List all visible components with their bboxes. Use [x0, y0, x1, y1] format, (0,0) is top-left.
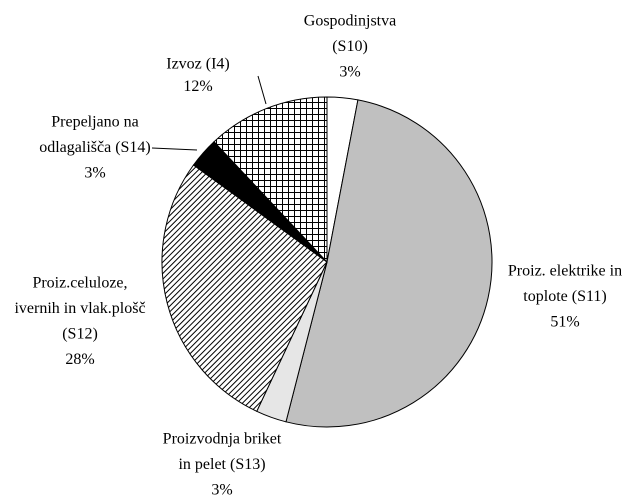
leader-line	[151, 147, 198, 151]
value-label: 51%	[550, 314, 579, 331]
slice-label: Proizvodnja briket	[163, 431, 282, 448]
slice-label: Gospodinjstva	[304, 13, 396, 30]
slice-label: in pelet (S13)	[178, 456, 265, 473]
pie-slice	[213, 96, 328, 264]
value-label: 3%	[211, 482, 232, 496]
slice-label: Proiz. elektrike in	[508, 263, 622, 280]
slice-label: Izvoz (I4)	[166, 56, 230, 73]
slice-label: (S10)	[332, 38, 368, 55]
value-label: 3%	[339, 64, 360, 81]
pie-slice	[285, 99, 493, 428]
value-label: 28%	[65, 351, 94, 368]
value-label: 3%	[84, 165, 105, 182]
slice-label: Prepeljano na	[51, 114, 139, 131]
pie-slice	[161, 164, 328, 412]
value-label: 12%	[183, 78, 212, 95]
slice-label: Proiz.celuloze,	[32, 275, 127, 292]
leader-line	[257, 75, 267, 105]
slice-label: toplote (S11)	[523, 288, 606, 305]
slice-label: ivernih in vlak.plošč	[14, 300, 145, 317]
slice-label: odlagališča (S14)	[39, 139, 151, 156]
slice-label: (S12)	[62, 326, 98, 343]
